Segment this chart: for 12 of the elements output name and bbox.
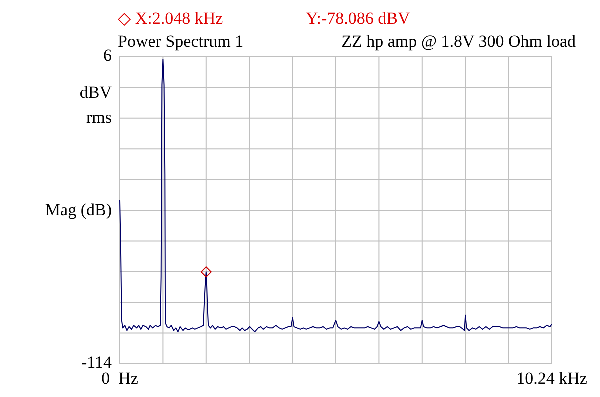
- line-series: [120, 59, 552, 333]
- text: Y:-78.086 dBV: [306, 9, 411, 28]
- y-tick-label: -114: [81, 352, 112, 372]
- x-tick-label: 0 Hz: [102, 369, 139, 388]
- x-tick-label: 10.24 kHz: [516, 369, 588, 388]
- chart-title: Power Spectrum 1: [118, 32, 244, 51]
- y-tick-label: 6: [104, 46, 112, 65]
- text: dBV: [80, 83, 113, 102]
- text: ◇ X:2.048 kHz: [118, 9, 224, 28]
- chart-subtitle: ZZ hp amp @ 1.8V 300 Ohm load: [342, 32, 576, 51]
- y-axis-title: Mag (dB): [45, 200, 112, 220]
- text: rms: [86, 108, 112, 127]
